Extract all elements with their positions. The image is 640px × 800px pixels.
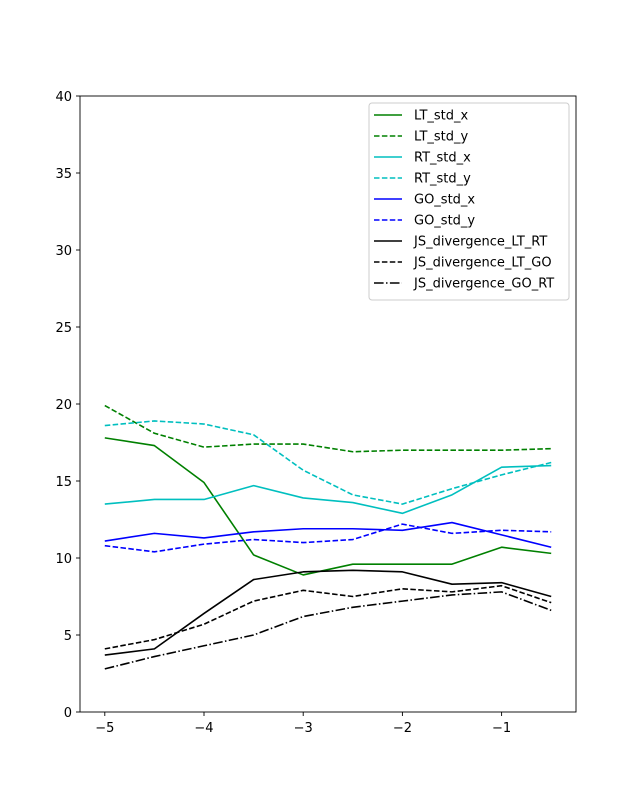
y-tick-label: 30 bbox=[55, 244, 72, 259]
x-tick-label: −3 bbox=[294, 721, 313, 736]
y-tick-label: 15 bbox=[55, 475, 72, 490]
legend-label: GO_std_y bbox=[414, 214, 475, 229]
legend-label: JS_divergence_LT_RT bbox=[413, 235, 547, 250]
y-tick-label: 10 bbox=[55, 552, 72, 567]
legend-label: JS_divergence_LT_GO bbox=[413, 256, 552, 271]
x-tick-label: −2 bbox=[393, 721, 412, 736]
y-tick-label: 40 bbox=[55, 90, 72, 105]
y-tick-label: 25 bbox=[55, 321, 72, 336]
x-tick-label: −1 bbox=[492, 721, 511, 736]
x-tick-label: −5 bbox=[95, 721, 114, 736]
y-tick-label: 20 bbox=[55, 398, 72, 413]
x-tick-label: −4 bbox=[194, 721, 213, 736]
y-tick-label: 0 bbox=[64, 706, 72, 721]
legend-label: RT_std_x bbox=[414, 151, 471, 166]
legend-label: LT_std_y bbox=[414, 130, 469, 145]
legend-label: JS_divergence_GO_RT bbox=[413, 277, 554, 292]
y-tick-label: 5 bbox=[64, 629, 72, 644]
legend-label: LT_std_x bbox=[414, 109, 469, 124]
legend-label: GO_std_x bbox=[414, 193, 475, 208]
legend-label: RT_std_y bbox=[414, 172, 471, 187]
y-tick-label: 35 bbox=[55, 167, 72, 182]
